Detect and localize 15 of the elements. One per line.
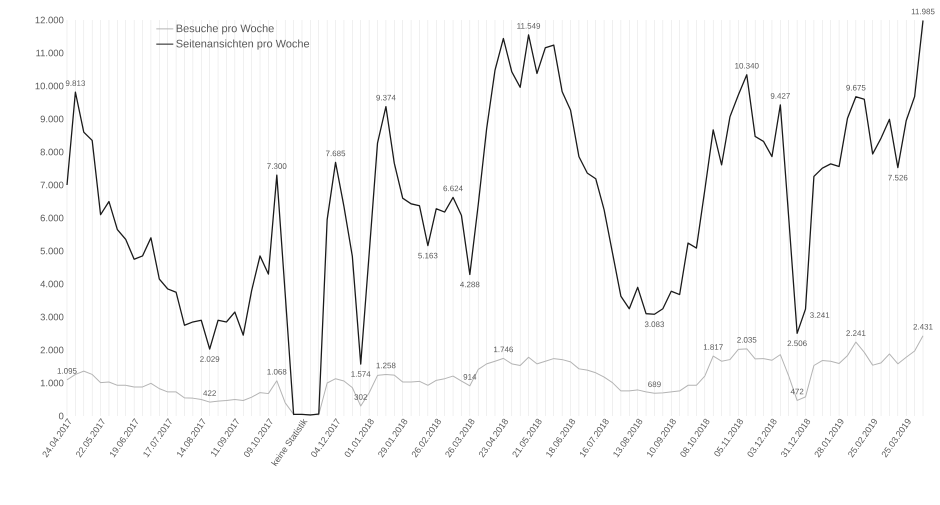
y-tick-label: 1.000 <box>40 380 64 386</box>
y-tick-label: 11.000 <box>36 50 64 56</box>
y-tick-label: 10.000 <box>36 82 64 90</box>
y-tick-label: 7.000 <box>40 182 64 188</box>
y-tick-label: 0 <box>58 412 64 420</box>
y-tick-label: 6.000 <box>40 214 64 222</box>
y-tick-label: 2.000 <box>40 346 64 354</box>
y-tick-label: 3.000 <box>40 314 64 320</box>
y-tick-label: 9.000 <box>40 116 64 122</box>
legend-label: Seitenansichten pro Woche <box>176 39 310 50</box>
y-tick-label: 8.000 <box>40 148 64 156</box>
y-tick-label: 12.000 <box>36 16 64 24</box>
legend-label: Besuche pro Woche <box>176 24 274 34</box>
y-tick-label: 4.000 <box>40 280 64 288</box>
y-tick-label: 5.000 <box>40 248 64 254</box>
